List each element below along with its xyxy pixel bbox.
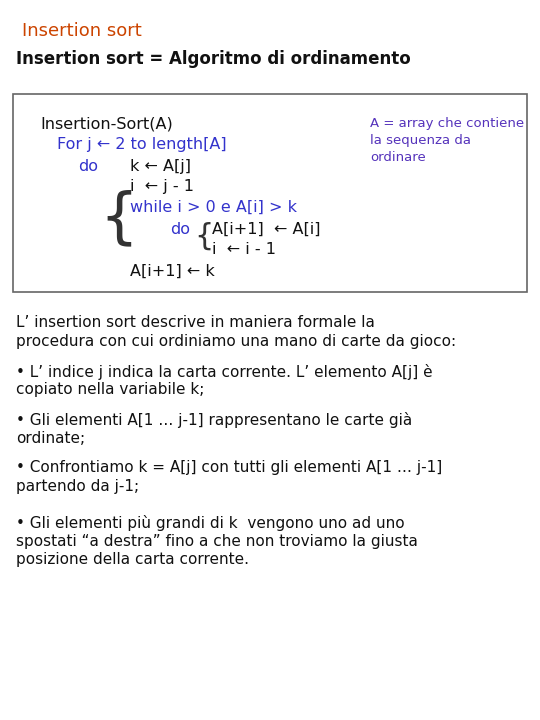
Text: i  ← i - 1: i ← i - 1	[212, 242, 276, 257]
Text: spostati “a destra” fino a che non troviamo la giusta: spostati “a destra” fino a che non trovi…	[16, 534, 418, 549]
Text: la sequenza da: la sequenza da	[370, 134, 471, 147]
Text: A = array che contiene: A = array che contiene	[370, 117, 524, 130]
Text: posizione della carta corrente.: posizione della carta corrente.	[16, 552, 249, 567]
Text: Insertion sort = Algoritmo di ordinamento: Insertion sort = Algoritmo di ordinament…	[16, 50, 411, 68]
Text: • Gli elementi A[1 … j-1] rappresentano le carte già: • Gli elementi A[1 … j-1] rappresentano …	[16, 412, 413, 428]
Text: ordinate;: ordinate;	[16, 431, 85, 446]
Text: do: do	[78, 159, 98, 174]
Text: L’ insertion sort descrive in maniera formale la: L’ insertion sort descrive in maniera fo…	[16, 315, 375, 330]
Text: {: {	[99, 189, 138, 248]
Text: k ← A[j]: k ← A[j]	[130, 159, 191, 174]
Text: do: do	[170, 222, 190, 237]
Text: Insertion-Sort(A): Insertion-Sort(A)	[40, 117, 173, 132]
FancyBboxPatch shape	[14, 94, 526, 292]
Text: A[i+1]  ← A[i]: A[i+1] ← A[i]	[212, 222, 321, 237]
Text: copiato nella variabile k;: copiato nella variabile k;	[16, 382, 205, 397]
Text: ordinare: ordinare	[370, 151, 426, 164]
Text: i  ← j - 1: i ← j - 1	[130, 179, 194, 194]
Text: • Gli elementi più grandi di k  vengono uno ad uno: • Gli elementi più grandi di k vengono u…	[16, 515, 405, 531]
Text: while i > 0 e A[i] > k: while i > 0 e A[i] > k	[130, 199, 296, 215]
Text: Insertion sort: Insertion sort	[22, 22, 141, 40]
Text: A[i+1] ← k: A[i+1] ← k	[130, 264, 214, 279]
Text: procedura con cui ordiniamo una mano di carte da gioco:: procedura con cui ordiniamo una mano di …	[16, 334, 456, 349]
Text: partendo da j-1;: partendo da j-1;	[16, 479, 139, 494]
Text: For j ← 2 to length[A]: For j ← 2 to length[A]	[57, 137, 226, 152]
Text: • L’ indice j indica la carta corrente. L’ elemento A[j] è: • L’ indice j indica la carta corrente. …	[16, 364, 433, 379]
Text: {: {	[194, 222, 214, 251]
Text: • Confrontiamo k = A[j] con tutti gli elementi A[1 … j-1]: • Confrontiamo k = A[j] con tutti gli el…	[16, 460, 442, 475]
